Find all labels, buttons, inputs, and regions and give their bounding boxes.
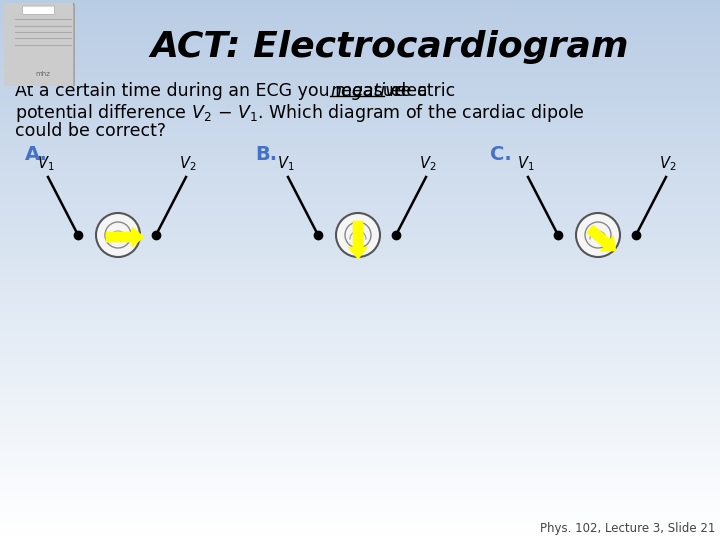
Text: ACT: Electrocardiogram: ACT: Electrocardiogram <box>150 30 629 64</box>
Text: could be correct?: could be correct? <box>15 122 166 140</box>
Text: electric: electric <box>385 82 455 100</box>
Text: B.: B. <box>255 145 277 164</box>
FancyBboxPatch shape <box>22 6 54 15</box>
Text: $\it{V}_2$: $\it{V}_2$ <box>179 154 197 173</box>
Text: negative: negative <box>330 82 406 100</box>
Text: C.: C. <box>490 145 512 164</box>
FancyArrow shape <box>106 227 144 247</box>
FancyBboxPatch shape <box>3 1 74 90</box>
FancyArrow shape <box>348 221 368 259</box>
Text: mhz: mhz <box>36 71 50 77</box>
Text: $\it{V}_1$: $\it{V}_1$ <box>277 154 294 173</box>
FancyArrow shape <box>587 225 616 251</box>
Text: Phys. 102, Lecture 3, Slide 21: Phys. 102, Lecture 3, Slide 21 <box>539 522 715 535</box>
Text: $\it{V}_1$: $\it{V}_1$ <box>517 154 535 173</box>
Text: $\it{V}_2$: $\it{V}_2$ <box>419 154 437 173</box>
Text: A.: A. <box>25 145 48 164</box>
Circle shape <box>336 213 380 257</box>
Text: At a certain time during an ECG you measure a: At a certain time during an ECG you meas… <box>15 82 433 100</box>
Text: $\it{V}_1$: $\it{V}_1$ <box>37 154 55 173</box>
Text: potential difference $\it{V}$$_2$ $-$ $\it{V}$$_1$. Which diagram of the cardiac: potential difference $\it{V}$$_2$ $-$ $\… <box>15 102 585 124</box>
Circle shape <box>96 213 140 257</box>
Text: $\it{V}_2$: $\it{V}_2$ <box>660 154 677 173</box>
Circle shape <box>576 213 620 257</box>
